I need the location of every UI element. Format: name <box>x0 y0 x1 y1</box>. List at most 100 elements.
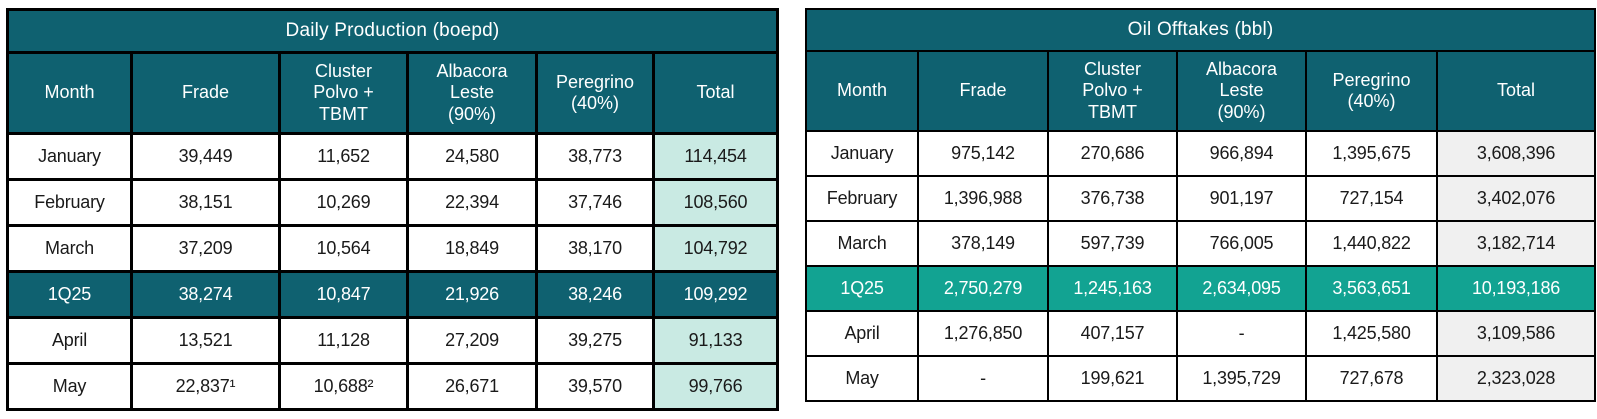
table-row: February 1,396,988 376,738 901,197 727,154 3,… <box>805 175 1597 222</box>
value-cell: 2,750,279 <box>917 265 1050 312</box>
total-cell: 99,766 <box>651 362 780 411</box>
value-cell: 39,449 <box>130 132 281 181</box>
table-row: April 13,521 11,128 27,209 39,275 91,133 <box>6 316 780 365</box>
value-cell: 26,671 <box>406 362 538 411</box>
value-cell: 38,773 <box>535 132 655 181</box>
row-label-cell: April <box>805 310 920 357</box>
value-cell: 37,746 <box>535 178 655 227</box>
value-cell: 407,157 <box>1047 310 1179 357</box>
value-cell: 966,894 <box>1176 130 1308 177</box>
total-cell: 10,193,186 <box>1436 265 1597 312</box>
value-cell: 10,564 <box>278 224 409 273</box>
value-cell: 11,652 <box>278 132 409 181</box>
value-cell: 38,246 <box>535 270 655 319</box>
row-label-cell: March <box>805 220 920 267</box>
column-header: Total <box>651 51 780 135</box>
value-cell: 37,209 <box>130 224 281 273</box>
value-cell: 22,394 <box>406 178 538 227</box>
value-cell: 38,170 <box>535 224 655 273</box>
table-row: March 378,149 597,739 766,005 1,440,822 3,182… <box>805 220 1597 267</box>
value-cell: 3,563,651 <box>1305 265 1439 312</box>
row-label-cell: 1Q25 <box>805 265 920 312</box>
value-cell: 975,142 <box>917 130 1050 177</box>
row-label-cell: March <box>6 224 133 273</box>
total-cell: 104,792 <box>651 224 780 273</box>
column-header: Cluster Polvo + TBMT <box>278 51 409 135</box>
row-label-cell: January <box>6 132 133 181</box>
table-row: May 22,837¹ 10,688² 26,671 39,570 99,766 <box>6 362 780 411</box>
oil-offtakes-table: Oil Offtakes (bbl) Month Frade Cluster Polv… <box>805 8 1597 402</box>
table-row: May -199,621 1,395,729 727,678 2,323,028 <box>805 355 1597 402</box>
value-cell: 10,269 <box>278 178 409 227</box>
daily-production-table: Daily Production (boepd) Month Frade Cluste… <box>5 8 780 411</box>
value-cell: 597,739 <box>1047 220 1179 267</box>
value-cell: 1,245,163 <box>1047 265 1179 312</box>
row-label-cell: 1Q25 <box>6 270 133 319</box>
value-cell: 727,678 <box>1305 355 1439 402</box>
table-title-row: Daily Production (boepd) <box>5 8 780 54</box>
column-header: Month <box>6 51 133 135</box>
value-cell: - <box>917 355 1050 402</box>
table-row: April 1,276,850 407,157-1,425,580 3,109,586 <box>805 310 1597 357</box>
value-cell: 38,151 <box>130 178 281 227</box>
column-header: Cluster Polvo + TBMT <box>1047 50 1179 132</box>
table-row: January 975,142 270,686 966,894 1,395,675 3,6… <box>805 130 1597 177</box>
total-cell: 3,182,714 <box>1436 220 1597 267</box>
value-cell: 18,849 <box>406 224 538 273</box>
value-cell: 727,154 <box>1305 175 1439 222</box>
value-cell: - <box>1176 310 1308 357</box>
column-header: Peregrino (40%) <box>1305 50 1439 132</box>
table-row: January 39,449 11,652 24,580 38,773 114,454 <box>6 132 780 181</box>
value-cell: 766,005 <box>1176 220 1308 267</box>
total-cell: 3,608,396 <box>1436 130 1597 177</box>
column-header: Month <box>805 50 920 132</box>
quarter-summary-row: 1Q25 2,750,279 1,245,163 2,634,095 3,563,651… <box>805 265 1597 312</box>
total-cell: 114,454 <box>651 132 780 181</box>
table-title-row: Oil Offtakes (bbl) <box>805 8 1597 52</box>
value-cell: 39,570 <box>535 362 655 411</box>
column-header: Total <box>1436 50 1597 132</box>
column-header: Frade <box>917 50 1050 132</box>
value-cell: 1,440,822 <box>1305 220 1439 267</box>
value-cell: 22,837¹ <box>130 362 281 411</box>
column-header-row: Month Frade Cluster Polvo + TBMT Albacora L… <box>805 50 1597 132</box>
total-cell: 2,323,028 <box>1436 355 1597 402</box>
value-cell: 1,425,580 <box>1305 310 1439 357</box>
value-cell: 27,209 <box>406 316 538 365</box>
total-cell: 91,133 <box>651 316 780 365</box>
value-cell: 24,580 <box>406 132 538 181</box>
table-title: Daily Production (boepd) <box>5 8 780 54</box>
column-header: Albacora Leste (90%) <box>406 51 538 135</box>
column-header: Frade <box>130 51 281 135</box>
row-label-cell: April <box>6 316 133 365</box>
table-row: March 37,209 10,564 18,849 38,170 104,792 <box>6 224 780 273</box>
value-cell: 11,128 <box>278 316 409 365</box>
column-header: Albacora Leste (90%) <box>1176 50 1308 132</box>
value-cell: 10,688² <box>278 362 409 411</box>
row-label-cell: January <box>805 130 920 177</box>
value-cell: 1,396,988 <box>917 175 1050 222</box>
value-cell: 901,197 <box>1176 175 1308 222</box>
value-cell: 2,634,095 <box>1176 265 1308 312</box>
value-cell: 270,686 <box>1047 130 1179 177</box>
total-cell: 108,560 <box>651 178 780 227</box>
row-label-cell: February <box>805 175 920 222</box>
value-cell: 199,621 <box>1047 355 1179 402</box>
total-cell: 3,402,076 <box>1436 175 1597 222</box>
value-cell: 1,395,675 <box>1305 130 1439 177</box>
value-cell: 376,738 <box>1047 175 1179 222</box>
row-label-cell: May <box>805 355 920 402</box>
value-cell: 38,274 <box>130 270 281 319</box>
value-cell: 13,521 <box>130 316 281 365</box>
quarter-summary-row: 1Q25 38,274 10,847 21,926 38,246 109,292 <box>6 270 780 319</box>
total-cell: 3,109,586 <box>1436 310 1597 357</box>
row-label-cell: February <box>6 178 133 227</box>
total-cell: 109,292 <box>651 270 780 319</box>
row-label-cell: May <box>6 362 133 411</box>
value-cell: 1,395,729 <box>1176 355 1308 402</box>
value-cell: 1,276,850 <box>917 310 1050 357</box>
value-cell: 378,149 <box>917 220 1050 267</box>
table-title: Oil Offtakes (bbl) <box>805 8 1597 52</box>
column-header: Peregrino (40%) <box>535 51 655 135</box>
